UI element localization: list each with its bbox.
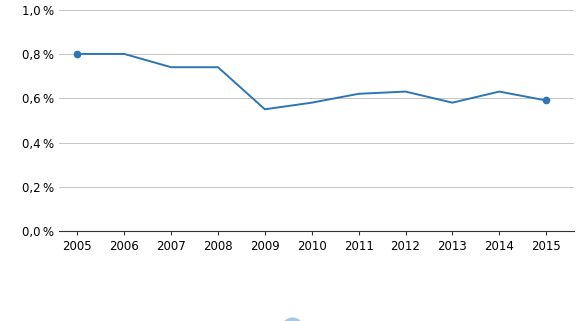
Legend: France: France (274, 317, 359, 321)
